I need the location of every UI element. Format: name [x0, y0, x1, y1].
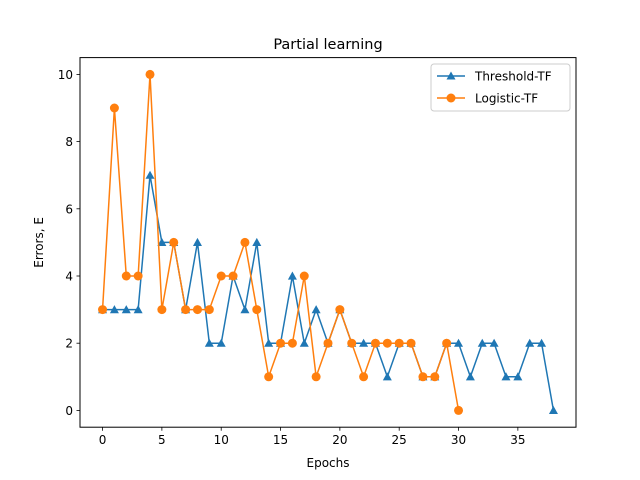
plot-area-frame: [79, 57, 577, 428]
data-point-logistic-tf: [394, 338, 404, 348]
series-line-threshold-tf: [102, 174, 555, 411]
data-point-logistic-tf: [442, 338, 452, 348]
x-tick-label: 5: [158, 433, 166, 447]
y-tick-label: 0: [65, 404, 73, 418]
data-point-logistic-tf: [169, 237, 179, 247]
data-point-logistic-tf: [359, 372, 369, 382]
data-point-threshold-tf: [264, 338, 274, 347]
data-point-threshold-tf: [299, 338, 309, 347]
data-point-threshold-tf: [287, 271, 297, 280]
data-point-threshold-tf: [216, 338, 226, 347]
y-axis-ticks: 0 2 4 6 8 10: [58, 68, 80, 418]
data-point-logistic-tf: [109, 103, 119, 113]
data-point-logistic-tf: [264, 372, 274, 382]
legend-label-threshold: Threshold-TF: [474, 70, 552, 84]
data-point-logistic-tf: [216, 271, 226, 281]
series-threshold-tf: [98, 170, 558, 414]
x-tick-label: 15: [273, 433, 288, 447]
y-tick-label: 2: [65, 337, 73, 351]
y-axis-label: Errors, E: [32, 217, 46, 268]
data-point-logistic-tf: [454, 405, 464, 415]
data-point-threshold-tf: [204, 338, 214, 347]
x-tick-label: 25: [392, 433, 407, 447]
x-tick-label: 10: [214, 433, 229, 447]
data-point-logistic-tf: [382, 338, 392, 348]
data-point-threshold-tf: [252, 237, 262, 246]
data-point-threshold-tf: [157, 237, 167, 246]
y-tick-label: 4: [65, 270, 73, 284]
series-line-logistic-tf: [101, 73, 460, 411]
data-point-logistic-tf: [276, 338, 286, 348]
data-point-threshold-tf: [109, 305, 119, 314]
x-tick-label: 35: [510, 433, 525, 447]
x-tick-label: 20: [332, 433, 347, 447]
legend: Threshold-TF Logistic-TF: [430, 63, 571, 112]
data-point-threshold-tf: [133, 305, 143, 314]
y-tick-label: 6: [65, 202, 73, 216]
legend-marker-threshold: [446, 71, 456, 80]
data-point-logistic-tf: [311, 372, 321, 382]
data-point-logistic-tf: [157, 305, 167, 315]
data-point-threshold-tf: [121, 305, 131, 314]
data-point-logistic-tf: [98, 305, 108, 315]
data-point-logistic-tf: [418, 372, 428, 382]
data-point-logistic-tf: [406, 338, 416, 348]
data-point-threshold-tf: [489, 338, 499, 347]
data-point-threshold-tf: [192, 237, 202, 246]
data-point-threshold-tf: [454, 338, 464, 347]
y-tick-label: 8: [65, 135, 73, 149]
data-point-threshold-tf: [465, 372, 475, 381]
data-point-logistic-tf: [370, 338, 380, 348]
data-point-logistic-tf: [252, 305, 262, 315]
data-point-threshold-tf: [548, 405, 558, 414]
data-point-logistic-tf: [181, 305, 191, 315]
legend-label-logistic: Logistic-TF: [475, 92, 538, 106]
data-point-logistic-tf: [335, 305, 345, 315]
data-point-logistic-tf: [240, 237, 250, 247]
data-point-threshold-tf: [477, 338, 487, 347]
data-point-logistic-tf: [192, 305, 202, 315]
data-point-logistic-tf: [228, 271, 238, 281]
data-point-threshold-tf: [501, 372, 511, 381]
data-point-threshold-tf: [311, 305, 321, 314]
data-point-threshold-tf: [513, 372, 523, 381]
series-logistic-tf: [98, 69, 464, 415]
data-point-threshold-tf: [382, 372, 392, 381]
data-point-logistic-tf: [299, 271, 309, 281]
x-axis-ticks: 0 5 10 15 20 25 30 35: [99, 427, 525, 447]
data-point-logistic-tf: [287, 338, 297, 348]
x-axis-label: Epochs: [307, 456, 350, 470]
y-tick-label: 10: [58, 68, 73, 82]
legend-frame: [430, 63, 571, 112]
data-point-threshold-tf: [240, 305, 250, 314]
data-point-threshold-tf: [537, 338, 547, 347]
x-tick-label: 0: [99, 433, 107, 447]
legend-marker-logistic: [446, 93, 456, 103]
data-point-threshold-tf: [525, 338, 535, 347]
data-point-threshold-tf: [359, 338, 369, 347]
data-point-logistic-tf: [347, 338, 357, 348]
data-point-logistic-tf: [430, 372, 440, 382]
series-layer: [98, 69, 558, 415]
x-tick-label: 30: [451, 433, 466, 447]
data-point-logistic-tf: [133, 271, 143, 281]
data-point-logistic-tf: [204, 305, 214, 315]
data-point-threshold-tf: [145, 170, 155, 179]
data-point-logistic-tf: [145, 69, 155, 79]
data-point-logistic-tf: [121, 271, 131, 281]
data-point-logistic-tf: [323, 338, 333, 348]
chart-title: Partial learning: [273, 37, 382, 53]
